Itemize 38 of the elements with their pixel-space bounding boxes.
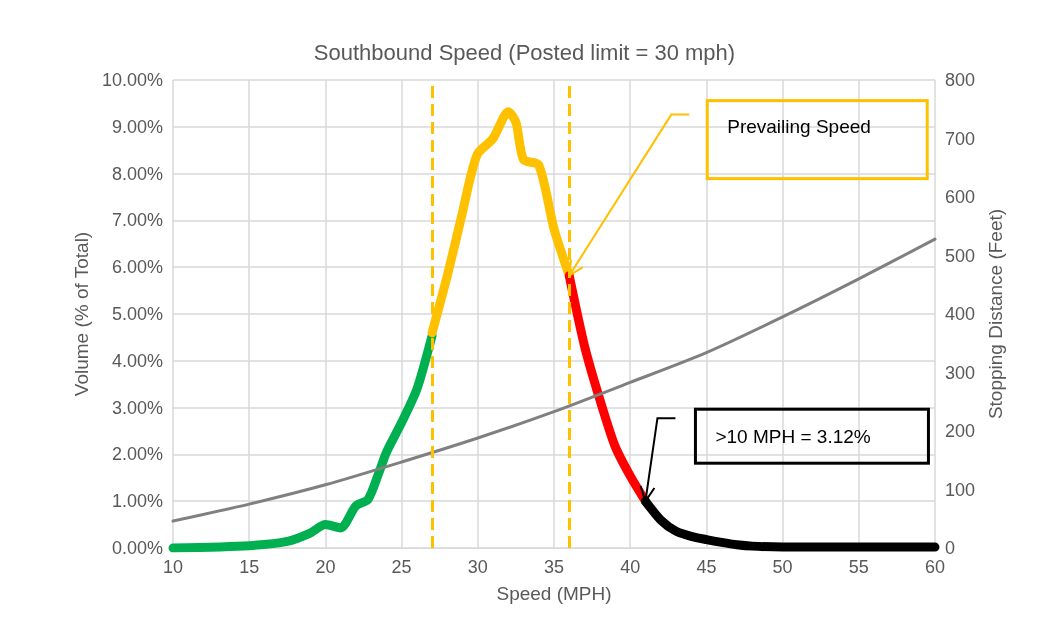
y-tick-label: 7.00%	[111, 210, 163, 231]
y-tick-label: 1.00%	[111, 491, 163, 512]
y-tick-label: 8.00%	[111, 163, 163, 184]
y2-tick-label: 400	[945, 304, 976, 324]
y-tick-label: 3.00%	[111, 397, 163, 418]
y2-tick-label: 700	[945, 128, 976, 149]
x-tick-label: 20	[315, 557, 336, 577]
line-series	[171, 237, 937, 523]
y-tick-label: 4.00%	[111, 350, 163, 371]
x-tick-label: 55	[848, 557, 869, 577]
y-tick-label: 5.00%	[111, 304, 163, 324]
x-tick-label: 50	[772, 557, 793, 577]
x-tick-label: 10	[162, 557, 184, 577]
x-tick-label: 15	[239, 557, 260, 577]
x-tick-label: 40	[620, 557, 641, 577]
y2-tick-label: 0	[945, 538, 956, 558]
x-tick-label: 45	[696, 557, 717, 577]
chart-title: Southbound Speed (Posted limit = 30 mph)	[313, 39, 736, 65]
y-tick-label: 10.00%	[101, 70, 163, 90]
y2-tick-label: 600	[945, 187, 976, 207]
y2-tick-label: 500	[945, 245, 976, 266]
x-tick-label: 35	[543, 557, 565, 577]
x-tick-label: 25	[391, 557, 412, 577]
y-axis-title: Volume (% of Total)	[71, 231, 93, 397]
annotation: >10 MPH = 3.12%	[715, 426, 871, 448]
y2-tick-label: 800	[945, 70, 976, 90]
y-tick-label: 2.00%	[111, 444, 163, 465]
y-tick-label: 9.00%	[111, 116, 163, 137]
y-tick-label: 6.00%	[111, 257, 163, 278]
annotation: Prevailing Speed	[727, 115, 871, 137]
x-tick-label: 30	[467, 557, 488, 577]
y2-tick-label: 300	[945, 362, 976, 383]
y-tick-label: 0.00%	[111, 538, 163, 558]
x-axis-title: Speed (MPH)	[496, 583, 612, 604]
y2-tick-label: 200	[945, 421, 976, 441]
y2-axis-title: Stopping Distance (Feet)	[984, 208, 1006, 420]
x-tick-label: 60	[924, 557, 946, 577]
y2-tick-label: 100	[945, 479, 976, 500]
